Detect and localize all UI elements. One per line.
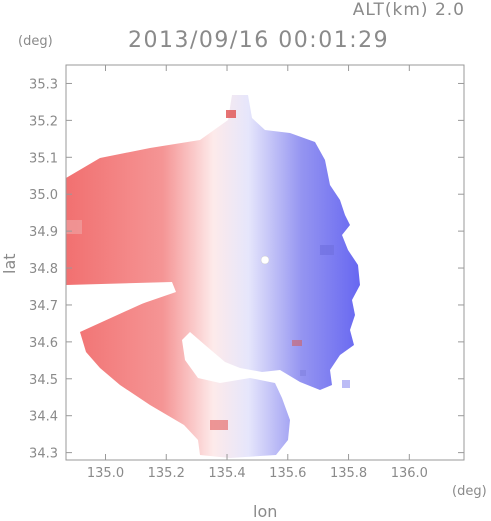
y-tick-label: 34.4	[29, 410, 58, 425]
y-tick-label: 34.8	[29, 262, 58, 277]
y-tick-label: 34.6	[29, 336, 58, 351]
echo-main	[66, 95, 360, 458]
x-tick-label: 136.0	[391, 466, 428, 481]
echo-field	[66, 95, 360, 458]
y-tick-label: 34.3	[29, 447, 58, 462]
y-tick-label: 35.1	[29, 151, 58, 166]
echo-gap	[66, 282, 176, 330]
altitude-label: ALT(km) 2.0	[352, 0, 465, 20]
y-tick-label: 34.9	[29, 225, 58, 240]
x-tick-label: 135.6	[269, 466, 306, 481]
x-tick-label: 135.0	[87, 466, 124, 481]
y-tick-label: 35.3	[29, 77, 58, 92]
y-axis-ticks: 34.3 34.4 34.5 34.6 34.7 34.8 34.9 35.0 35.1 35.2…	[29, 77, 464, 462]
echo-speckles	[66, 110, 350, 430]
y-tick-label: 35.0	[29, 188, 58, 203]
radar-center-marker	[260, 255, 270, 265]
x-tick-label: 135.8	[330, 466, 367, 481]
x-tick-label: 135.2	[148, 466, 185, 481]
y-tick-label: 34.7	[29, 299, 58, 314]
y-tick-label: 34.5	[29, 373, 58, 388]
x-axis-unit: (deg)	[452, 484, 487, 499]
chart-title: 2013/09/16 00:01:29	[128, 28, 390, 53]
x-tick-label: 135.4	[208, 466, 245, 481]
y-axis-unit: (deg)	[18, 34, 53, 49]
plot-frame	[65, 64, 465, 461]
x-axis-title: lon	[253, 502, 278, 521]
x-axis-ticks: 135.0 135.2 135.4 135.6 135.8 136.0	[87, 65, 428, 481]
y-tick-label: 35.2	[29, 114, 58, 129]
